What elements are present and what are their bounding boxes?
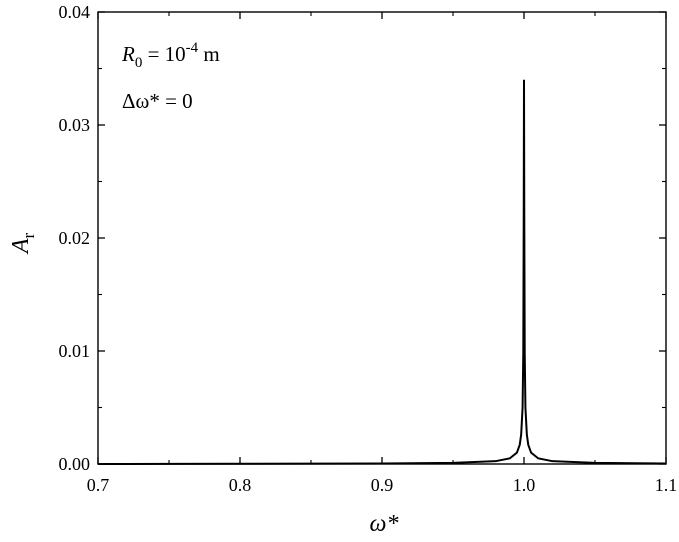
x-axis-ticks: 0.7 0.8 0.9 1.0 1.1: [87, 12, 678, 495]
y-tick-label: 0.00: [59, 454, 91, 474]
y-axis-title-subscript: r: [19, 233, 38, 239]
annotation-r0-tail: m: [198, 42, 220, 66]
annotation-r0-mid: = 10: [142, 42, 185, 66]
series-line: [97, 79, 667, 465]
annotation-r0-subscript: 0: [135, 55, 143, 71]
y-tick-label: 0.02: [59, 228, 91, 248]
x-tick-label: 0.7: [87, 475, 110, 495]
annotation-r0: R0 = 10-4 m: [121, 40, 220, 71]
plot-frame: [97, 11, 667, 465]
x-tick-label: 0.8: [229, 475, 252, 495]
y-axis-ticks: 0.00 0.01 0.02 0.03 0.04: [59, 2, 666, 474]
y-axis-title: Ar: [8, 233, 38, 256]
y-axis-title-main: A: [8, 238, 34, 255]
y-tick-label: 0.04: [59, 2, 91, 22]
x-tick-label: 0.9: [371, 475, 394, 495]
annotation-delta-omega: Δω* = 0: [122, 89, 193, 113]
y-tick-label: 0.03: [59, 115, 91, 135]
x-tick-label: 1.0: [513, 475, 536, 495]
x-tick-label: 1.1: [655, 475, 678, 495]
annotation-r0-superscript: -4: [186, 40, 199, 56]
y-tick-label: 0.01: [59, 341, 91, 361]
x-axis-title: ω*: [370, 511, 399, 537]
annotation-r0-main: R: [121, 42, 135, 66]
